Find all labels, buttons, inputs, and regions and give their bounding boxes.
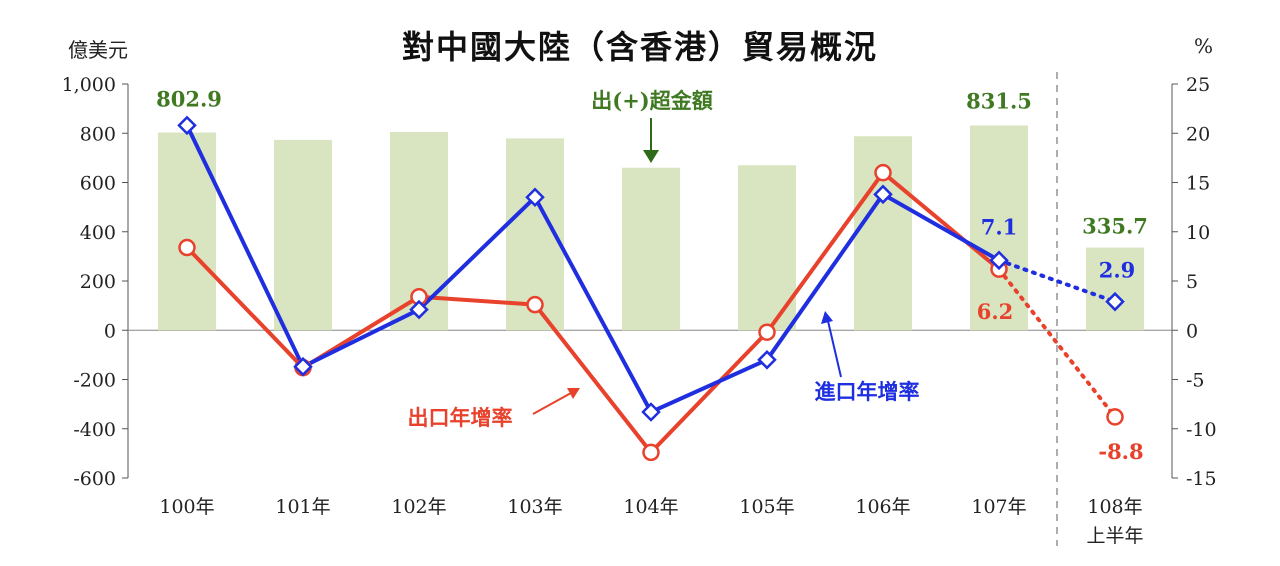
x-tick-label: 107年 bbox=[971, 496, 1026, 518]
import-growth-line bbox=[185, 124, 1000, 415]
import-annotation: 進口年增率 bbox=[815, 379, 920, 404]
left-tick-label: 600 bbox=[80, 173, 116, 195]
import-arrow-shaft bbox=[827, 320, 842, 378]
x-tick-label: 上半年 bbox=[1086, 525, 1143, 547]
surplus-bar bbox=[158, 132, 216, 331]
export-growth-point bbox=[1106, 408, 1124, 426]
x-tick-label: 103年 bbox=[507, 496, 562, 518]
left-tick-label: -600 bbox=[73, 468, 116, 490]
data-label: 802.9 bbox=[156, 87, 222, 112]
right-tick-label: 0 bbox=[1186, 320, 1198, 342]
x-tick-label: 100年 bbox=[159, 496, 214, 518]
export-growth-point bbox=[642, 443, 660, 462]
import-growth-point bbox=[989, 250, 1009, 271]
export-growth-projection-line bbox=[997, 267, 1117, 419]
right-tick-label: -5 bbox=[1186, 370, 1205, 392]
export-growth-point bbox=[178, 238, 196, 257]
left-tick-label: -400 bbox=[73, 419, 116, 441]
data-label: -8.8 bbox=[1098, 439, 1143, 464]
right-tick-label: 25 bbox=[1186, 74, 1210, 96]
left-tick-label: 0 bbox=[104, 320, 116, 342]
right-tick-label: 10 bbox=[1186, 222, 1210, 244]
import-growth-point bbox=[293, 356, 313, 377]
import-growth-point bbox=[525, 187, 545, 208]
surplus-bar bbox=[274, 139, 332, 331]
data-label: 6.2 bbox=[977, 299, 1014, 324]
export-arrow-shaft bbox=[532, 392, 572, 415]
data-label: 2.9 bbox=[1099, 258, 1136, 283]
import-growth-projection-line bbox=[997, 258, 1117, 304]
left-tick-label: 1,000 bbox=[62, 74, 116, 96]
surplus-bar bbox=[622, 167, 680, 331]
x-tick-label: 105年 bbox=[739, 496, 794, 518]
export-growth-point bbox=[874, 163, 892, 182]
import-growth-point bbox=[757, 350, 777, 370]
data-label: 335.7 bbox=[1082, 214, 1148, 239]
x-tick-label: 106年 bbox=[855, 496, 910, 518]
export-growth-point bbox=[758, 323, 776, 341]
x-tick-label: 101年 bbox=[275, 496, 330, 518]
data-label: 831.5 bbox=[966, 88, 1032, 113]
right-tick-label: -15 bbox=[1186, 468, 1217, 490]
left-tick-label: 400 bbox=[80, 222, 116, 244]
data-label: 7.1 bbox=[981, 214, 1018, 239]
left-tick-label: -200 bbox=[73, 370, 116, 392]
surplus-arrowhead bbox=[643, 150, 659, 163]
export-annotation: 出口年增率 bbox=[408, 405, 513, 430]
surplus-bar bbox=[970, 125, 1028, 331]
surplus-bar bbox=[1086, 247, 1144, 331]
import-growth-point bbox=[1105, 291, 1125, 312]
import-growth-point bbox=[873, 184, 893, 205]
x-tick-label: 102年 bbox=[391, 496, 446, 518]
right-axis-unit: % bbox=[1194, 34, 1214, 58]
left-axis-unit: 億美元 bbox=[68, 38, 128, 62]
import-growth-point bbox=[641, 402, 661, 422]
right-tick-label: 20 bbox=[1186, 123, 1210, 145]
x-tick-label: 108年 bbox=[1087, 496, 1142, 518]
right-tick-label: 15 bbox=[1186, 173, 1210, 195]
chart-title: 對中國大陸（含香港）貿易概況 bbox=[401, 28, 878, 66]
x-tick-label: 104年 bbox=[623, 496, 678, 518]
export-growth-point bbox=[526, 295, 544, 314]
surplus-annotation: 出(+)超金額 bbox=[591, 88, 712, 113]
import-growth-point bbox=[177, 115, 197, 136]
right-tick-label: -10 bbox=[1186, 419, 1217, 441]
left-tick-label: 800 bbox=[80, 123, 116, 145]
left-tick-label: 200 bbox=[80, 271, 116, 293]
export-arrowhead bbox=[567, 388, 580, 399]
import-arrowhead bbox=[821, 311, 833, 324]
right-tick-label: 5 bbox=[1186, 271, 1198, 293]
import-growth-point bbox=[409, 299, 429, 320]
